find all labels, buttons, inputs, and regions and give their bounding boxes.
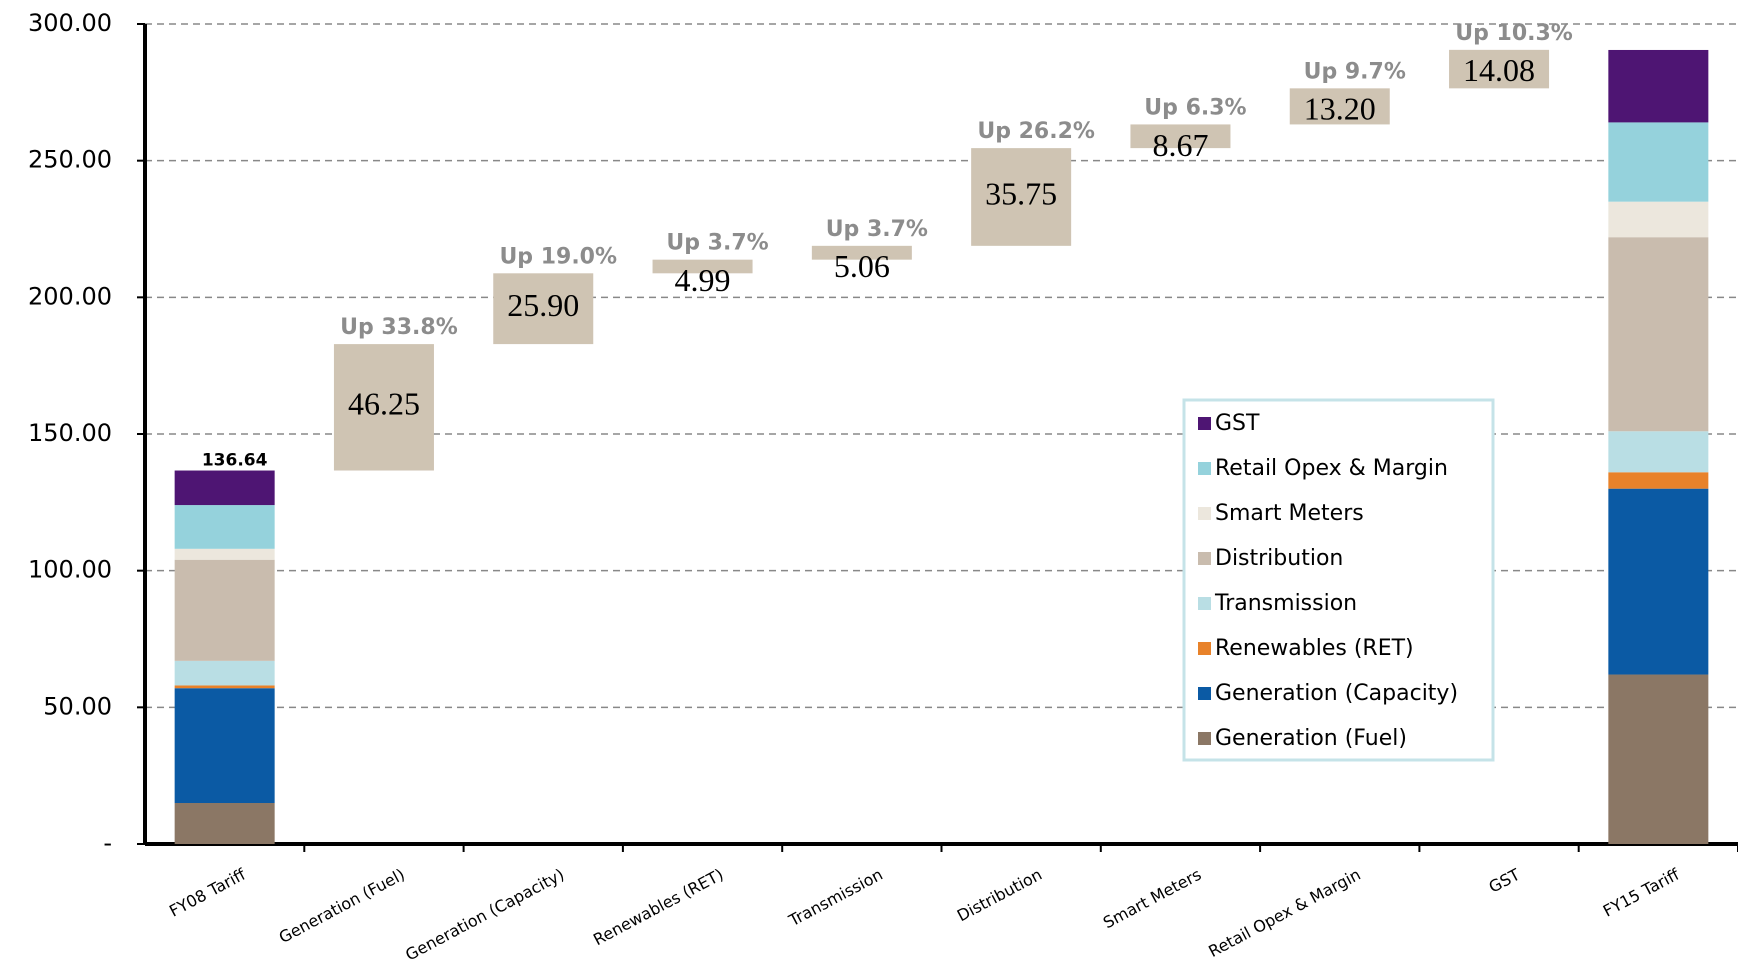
stack-segment [174,505,275,549]
stack-segment [1608,674,1709,844]
change-label: 5.06 [834,248,890,284]
x-tick-label: Smart Meters [1100,865,1204,933]
change-annotation: Up 3.7% [826,217,928,242]
change-label: 4.99 [675,262,731,298]
legend-label: GST [1215,411,1260,436]
x-tick-label: Generation (Fuel) [276,865,408,947]
y-tick-label: 200.00 [28,282,112,310]
change-annotation: Up 33.8% [340,315,458,340]
change-label: 25.90 [507,287,579,323]
x-tick-label: Transmission [785,865,886,931]
stack-segment [174,685,275,689]
legend-swatch [1198,732,1211,745]
change-annotation: Up 26.2% [977,119,1095,144]
legend-swatch [1198,552,1211,565]
legend-label: Distribution [1215,546,1343,571]
legend-swatch [1198,597,1211,610]
change-label: 35.75 [985,175,1057,211]
stack-segment [174,548,275,560]
legend-label: Generation (Capacity) [1215,681,1458,706]
total-label: 136.64 [202,451,268,471]
stack-segment [1608,237,1709,432]
change-label: 13.20 [1304,91,1376,127]
stack-segment [1608,488,1709,675]
change-annotation: Up 6.3% [1144,95,1246,120]
y-tick-label: 50.00 [43,692,112,720]
change-bar [493,273,594,345]
x-tick-label: Retail Opex & Margin [1205,865,1363,961]
stack-segment [1608,201,1709,238]
x-tick-label: Renewables (RET) [590,865,726,950]
x-tick-label: GST [1486,865,1524,897]
stack-segment [1608,431,1709,473]
change-annotation: Up 9.7% [1304,59,1406,84]
legend-swatch [1198,687,1211,700]
legend-swatch [1198,462,1211,475]
stack-segment [1608,472,1709,489]
change-annotation: Up 10.3% [1455,21,1573,46]
change-bar [971,148,1072,246]
stack-segment [174,803,275,844]
change-annotation: Up 3.7% [666,231,768,256]
change-bar [1289,88,1390,125]
legend-box [1182,398,1495,762]
legend-swatch [1198,417,1211,430]
legend-label: Retail Opex & Margin [1215,456,1448,481]
change-label: 8.67 [1152,127,1208,163]
legend-label: Generation (Fuel) [1215,726,1407,751]
change-label: 14.08 [1463,52,1535,88]
change-bar [1449,49,1550,89]
change-bar [333,344,434,471]
y-tick-label: 150.00 [28,419,112,447]
legend-label: Smart Meters [1215,501,1364,526]
x-tick-label: FY08 Tariff [166,864,249,920]
x-tick-label: Generation (Capacity) [402,865,567,965]
y-tick-label: 300.00 [28,9,112,37]
stack-segment [174,470,275,506]
change-bar [652,259,753,274]
stack-segment [174,559,275,661]
y-tick-label: 100.00 [28,556,112,584]
y-tick-label: 250.00 [28,146,112,174]
legend: Generation (Fuel) Generation (Capacity) Re… [1182,398,1495,762]
legend-label: Renewables (RET) [1215,636,1414,661]
y-tick-label: - [103,829,112,857]
change-annotation: Up 19.0% [499,244,617,269]
change-label: 46.25 [348,386,420,422]
stack-segment [1608,122,1709,202]
legend-swatch [1198,642,1211,655]
change-bar [811,245,912,260]
legend-label: Transmission [1214,591,1357,616]
stack-segment [174,688,275,803]
x-tick-label: Distribution [954,865,1045,926]
stack-segment [174,660,275,686]
change-bar [1130,124,1231,149]
legend-swatch [1198,507,1211,520]
x-tick-label: FY15 Tariff [1600,864,1683,920]
stack-segment [1608,49,1709,123]
